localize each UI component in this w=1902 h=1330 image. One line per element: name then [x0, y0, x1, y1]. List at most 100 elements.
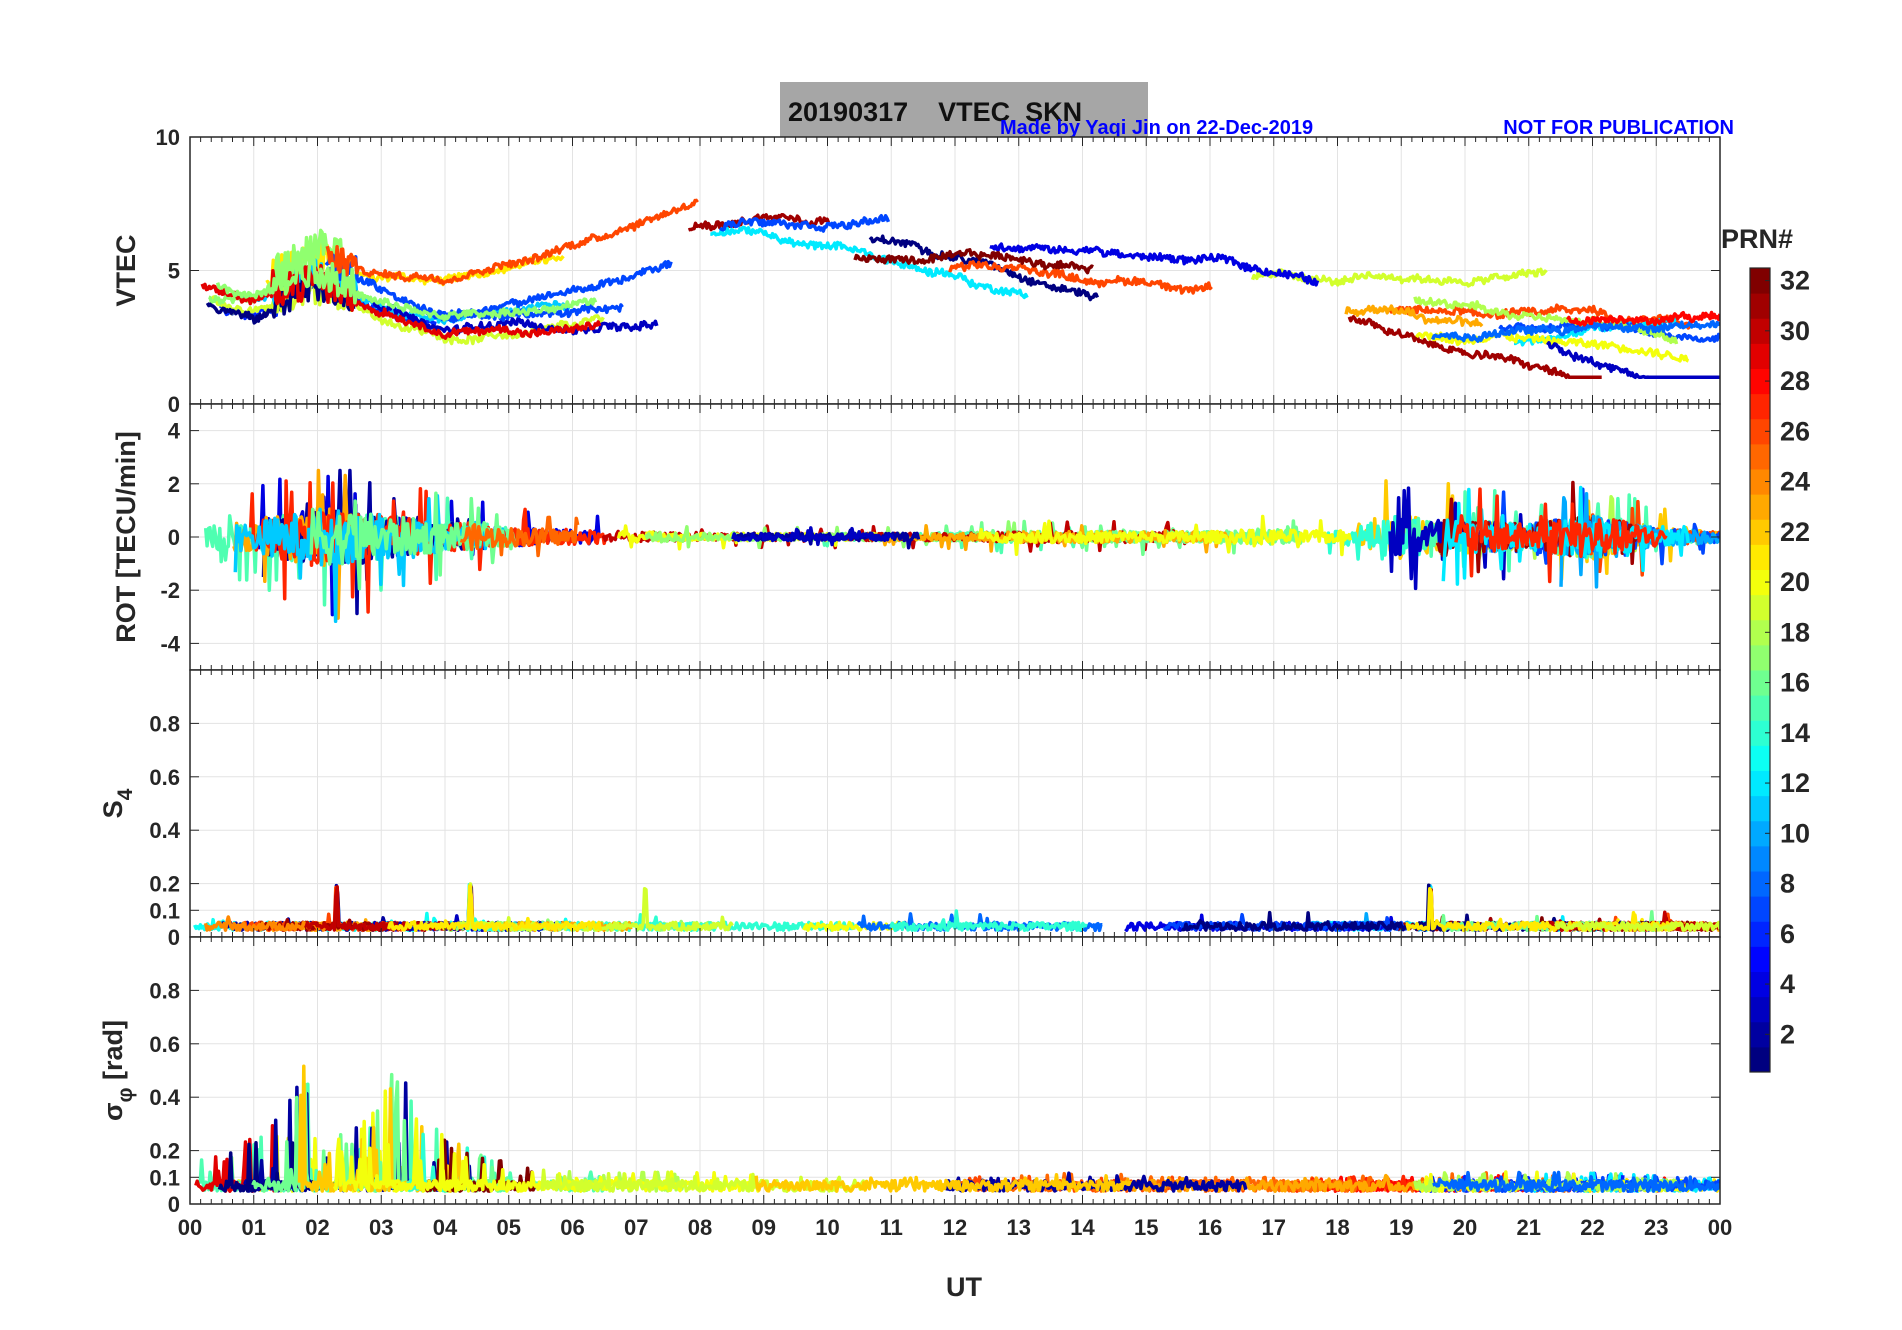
y-tick-label: 0.4	[149, 818, 180, 843]
y-tick-label: 0.1	[149, 1165, 180, 1190]
data-series-prn-20	[977, 514, 1353, 557]
colorbar-segment	[1750, 268, 1770, 294]
x-tick-label: 16	[1198, 1215, 1222, 1240]
data-series-prn-1	[868, 234, 1100, 302]
data-series-prn-20	[332, 1089, 466, 1193]
data-series-prn-19	[1250, 267, 1548, 288]
colorbar-tick-label: 24	[1780, 467, 1810, 497]
colorbar-tick-label: 4	[1780, 969, 1795, 999]
data-series-prn-21	[387, 884, 603, 933]
colorbar-tick-label: 2	[1780, 1019, 1795, 1049]
y-tick-label: 0	[168, 1192, 180, 1217]
x-tick-label: 04	[433, 1215, 458, 1240]
colorbar-segment	[1750, 971, 1770, 998]
colorbar-tick-label: 10	[1780, 818, 1810, 848]
x-tick-label: 21	[1517, 1215, 1541, 1240]
colorbar-segment	[1750, 343, 1770, 369]
data-series-prn-3	[1546, 341, 1720, 380]
data-series-prn-28	[1566, 310, 1720, 327]
colorbar-label: PRN#	[1721, 224, 1793, 254]
colorbar-segment	[1750, 670, 1770, 696]
x-tick-label: 03	[369, 1215, 393, 1240]
y-axis-label: σφ [rad]	[98, 1020, 137, 1121]
colorbar-segment	[1750, 443, 1770, 470]
panel-s4: 00.10.2 0.4 0.6 0.8 S4	[98, 669, 1721, 950]
colorbar-segment	[1750, 1046, 1770, 1073]
data-series-prn-8	[1431, 319, 1720, 343]
colorbar-tick-label: 12	[1780, 768, 1810, 798]
data-series-prn-32	[853, 248, 1094, 275]
y-tick-label: 0.2	[149, 872, 180, 897]
data-series-prn-8	[1432, 1170, 1720, 1193]
colorbar-segment	[1750, 896, 1770, 922]
colorbar-segment	[1750, 293, 1770, 319]
y-tick-label: 0.2	[149, 1139, 180, 1164]
colorbar-segment	[1750, 594, 1770, 621]
y-tick-label: 0	[168, 525, 180, 550]
panel-rot: -4 -2 0 2 4 ROT [TECU/min]	[111, 403, 1721, 671]
series-group	[194, 1064, 1720, 1193]
y-tick-label: 0	[168, 392, 180, 417]
y-axis-label: ROT [TECU/min]	[111, 431, 141, 642]
panel-vtec: 0 5 10 VTEC	[111, 125, 1721, 417]
colorbar-segment	[1750, 820, 1770, 847]
x-tick-label: 10	[815, 1215, 839, 1240]
colorbar-tick-label: 16	[1780, 668, 1810, 698]
x-axis-label: UT	[946, 1272, 982, 1302]
y-tick-label: -4	[160, 631, 180, 656]
series-group	[203, 468, 1720, 624]
colorbar-segment	[1750, 368, 1770, 395]
x-tick-label: 09	[752, 1215, 776, 1240]
x-tick-label: 01	[242, 1215, 266, 1240]
colorbar-segment	[1750, 469, 1770, 495]
colorbar-segment	[1750, 418, 1770, 445]
x-tick-label: 17	[1262, 1215, 1286, 1240]
data-series-prn-19	[1554, 920, 1720, 932]
credit-made-by: Made by Yaqi Jin on 22-Dec-2019	[1000, 117, 1313, 139]
data-series-prn-17	[215, 256, 598, 322]
x-tick-label: 13	[1007, 1215, 1031, 1240]
y-tick-label: 0.6	[149, 765, 180, 790]
colorbar-segment	[1750, 318, 1770, 344]
y-tick-label: 0.4	[149, 1085, 180, 1110]
data-series-prn-26	[325, 198, 699, 286]
y-tick-label: 5	[168, 259, 180, 284]
colorbar-tick-label: 32	[1780, 266, 1810, 296]
data-series-prn-7	[718, 213, 891, 233]
credit-not-for-publication: NOT FOR PUBLICATION	[1503, 117, 1734, 139]
colorbar-segment	[1750, 695, 1770, 721]
series-group	[200, 198, 1720, 380]
panel-sigma_phi: 00.10.2 0.4 0.6 0.8 σφ [rad] 00 01 02 03 04 05 06 07…	[98, 936, 1732, 1240]
data-series-prn-25	[459, 515, 580, 558]
x-tick-label: 11	[880, 1215, 903, 1240]
x-tick-label: 08	[688, 1215, 712, 1240]
colorbar-frame	[1749, 267, 1771, 1073]
colorbar-segment	[1750, 720, 1770, 746]
colorbar-segment	[1750, 745, 1770, 771]
figure-title: 20190317 VTEC SKN	[788, 97, 1082, 127]
data-series-prn-3	[731, 526, 895, 547]
series-group	[193, 882, 1720, 933]
x-tick-label: 00	[1708, 1215, 1732, 1240]
colorbar-segment	[1750, 544, 1770, 570]
x-tick-label: 07	[624, 1215, 648, 1240]
data-series-prn-22	[754, 1172, 1132, 1193]
y-tick-label: -2	[160, 578, 180, 603]
y-axis-label: VTEC	[111, 234, 141, 306]
y-tick-label: 0.8	[149, 978, 180, 1003]
y-axis-label: S4	[98, 788, 137, 818]
data-series-prn-16	[309, 491, 519, 591]
colorbar-tick-label: 28	[1780, 366, 1810, 396]
title-box	[780, 82, 1148, 137]
colorbar-segment	[1750, 644, 1770, 671]
x-tick-label: 20	[1453, 1215, 1477, 1240]
colorbar-segment	[1750, 770, 1770, 797]
data-series-prn-4	[989, 242, 1320, 287]
colorbar-segment	[1750, 494, 1770, 520]
y-tick-label: 0.8	[149, 711, 180, 736]
colorbar-tick-label: 30	[1780, 316, 1810, 346]
data-series-prn-20	[1415, 330, 1690, 363]
colorbar-segment	[1750, 569, 1770, 596]
